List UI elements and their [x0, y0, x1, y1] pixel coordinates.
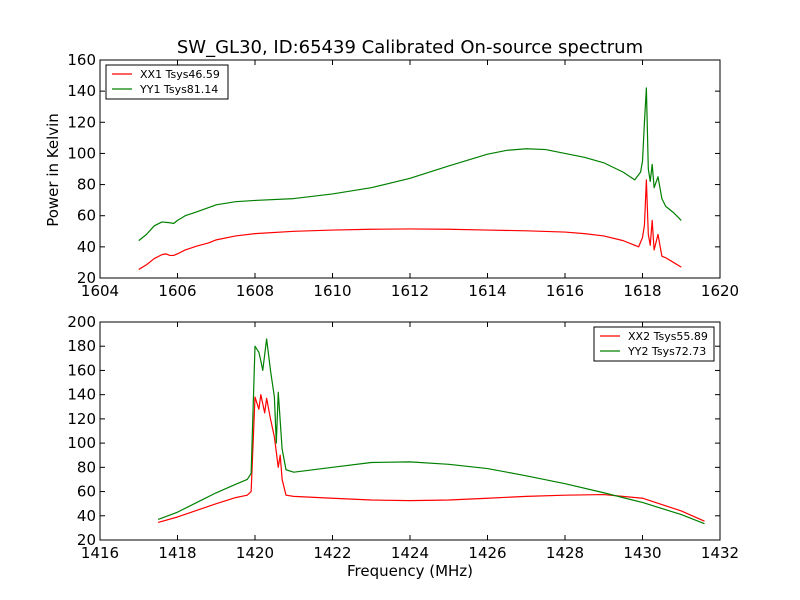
y-tick-label: 40 — [77, 238, 96, 256]
top-plot-area: 1604 1606 1608 1610 1612 1614 1616 1618 1620 20 40… — [67, 51, 739, 300]
x-tick-label: 1422 — [313, 544, 351, 562]
y-tick-label: 60 — [77, 483, 96, 501]
y-tick-label: 120 — [67, 410, 96, 428]
x-tick-label: 1424 — [391, 544, 429, 562]
x-tick-label: 1420 — [236, 544, 274, 562]
x-tick-label: 1430 — [623, 544, 661, 562]
series-line-xx — [157, 394, 705, 524]
legend-box — [105, 64, 229, 100]
y-tick-label: 20 — [77, 269, 96, 287]
legend-entry: YY1 Tsys81.14 — [139, 83, 218, 96]
chart-title: SW_GL30, ID:65439 Calibrated On-source s… — [177, 37, 643, 58]
series-line-yy — [157, 338, 705, 525]
bottom-spectrum-panel: Frequency (MHz) 1416 1418 1420 1422 1424 1426… — [67, 313, 739, 580]
series-line-xx — [138, 179, 682, 270]
y-tick-label: 20 — [77, 531, 96, 549]
x-tick-label: 1610 — [313, 282, 351, 300]
y-axis-label: Power in Kelvin — [44, 113, 62, 227]
bottom-plot-area: 1416 1418 1420 1422 1424 1426 1428 1430 1432 20 40… — [67, 313, 739, 562]
series-group — [138, 87, 682, 270]
x-tick-label: 1608 — [236, 282, 274, 300]
y-tick-label: 80 — [77, 176, 96, 194]
y-tick-label: 120 — [67, 113, 96, 131]
top-legend: XX1 Tsys46.59 YY1 Tsys81.14 — [105, 64, 229, 100]
legend-entry: YY2 Tsys72.73 — [627, 345, 706, 358]
y-tick-label: 40 — [77, 507, 96, 525]
legend-box — [593, 326, 715, 362]
x-tick-label: 1620 — [701, 282, 739, 300]
y-tick-label: 140 — [67, 82, 96, 100]
x-tick-label: 1418 — [158, 544, 196, 562]
y-tick-label: 100 — [67, 144, 96, 162]
y-tick-label: 200 — [67, 313, 96, 331]
x-tick-label: 1618 — [623, 282, 661, 300]
y-tick-label: 140 — [67, 386, 96, 404]
x-tick-label: 1612 — [391, 282, 429, 300]
bottom-legend: XX2 Tsys55.89 YY2 Tsys72.73 — [593, 326, 715, 362]
y-tick-label: 60 — [77, 207, 96, 225]
x-tick-label: 1426 — [468, 544, 506, 562]
y-tick-label: 160 — [67, 51, 96, 69]
y-tick-label: 100 — [67, 434, 96, 452]
x-tick-label: 1416 — [81, 544, 119, 562]
series-group — [157, 338, 705, 525]
y-tick-label: 160 — [67, 361, 96, 379]
x-tick-label: 1606 — [158, 282, 196, 300]
legend-entry: XX2 Tsys55.89 — [628, 330, 708, 343]
x-axis-label: Frequency (MHz) — [347, 562, 473, 580]
x-tick-label: 1614 — [468, 282, 506, 300]
x-tick-label: 1604 — [81, 282, 119, 300]
top-spectrum-panel: SW_GL30, ID:65439 Calibrated On-source s… — [44, 37, 739, 300]
y-tick-label: 180 — [67, 337, 96, 355]
legend-entry: XX1 Tsys46.59 — [140, 68, 220, 81]
y-tick-label: 80 — [77, 458, 96, 476]
x-tick-label: 1432 — [701, 544, 739, 562]
series-line-yy — [138, 87, 682, 242]
x-tick-label: 1428 — [546, 544, 584, 562]
x-tick-label: 1616 — [546, 282, 584, 300]
